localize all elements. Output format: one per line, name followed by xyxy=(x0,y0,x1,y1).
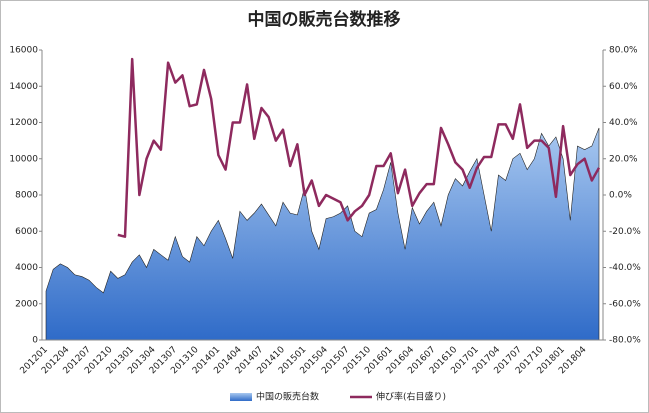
line xyxy=(117,57,601,238)
y-tick-label: 10000 xyxy=(9,154,38,164)
y2-tick-label: 60.0% xyxy=(609,82,638,92)
y2-tick-label: -80.0% xyxy=(609,336,641,346)
y-tick-label: 8000 xyxy=(15,191,38,201)
y2-tick-label: -20.0% xyxy=(609,227,641,237)
y2-tick-label: 20.0% xyxy=(609,154,638,164)
y-tick-label: 6000 xyxy=(15,227,38,237)
y-tick-label: 0 xyxy=(32,336,38,346)
legend-swatch xyxy=(230,393,252,401)
y2-tick-label: 0.0% xyxy=(609,191,632,201)
y2-tick-label: -60.0% xyxy=(609,299,641,309)
legend-label: 伸び率(右目盛り) xyxy=(376,391,446,403)
y2-tick-label: -40.0% xyxy=(609,263,641,273)
area xyxy=(45,127,600,341)
y-tick-label: 14000 xyxy=(9,82,38,92)
y-tick-label: 16000 xyxy=(9,46,38,56)
y-tick-label: 12000 xyxy=(9,118,38,128)
legend-label: 中国の販売台数 xyxy=(256,391,319,403)
y-tick-label: 2000 xyxy=(15,299,38,309)
y2-tick-label: 40.0% xyxy=(609,118,638,128)
chart-title: 中国の販売台数推移 xyxy=(248,9,401,30)
y-tick-label: 4000 xyxy=(15,263,38,273)
y2-tick-label: 80.0% xyxy=(609,46,638,56)
